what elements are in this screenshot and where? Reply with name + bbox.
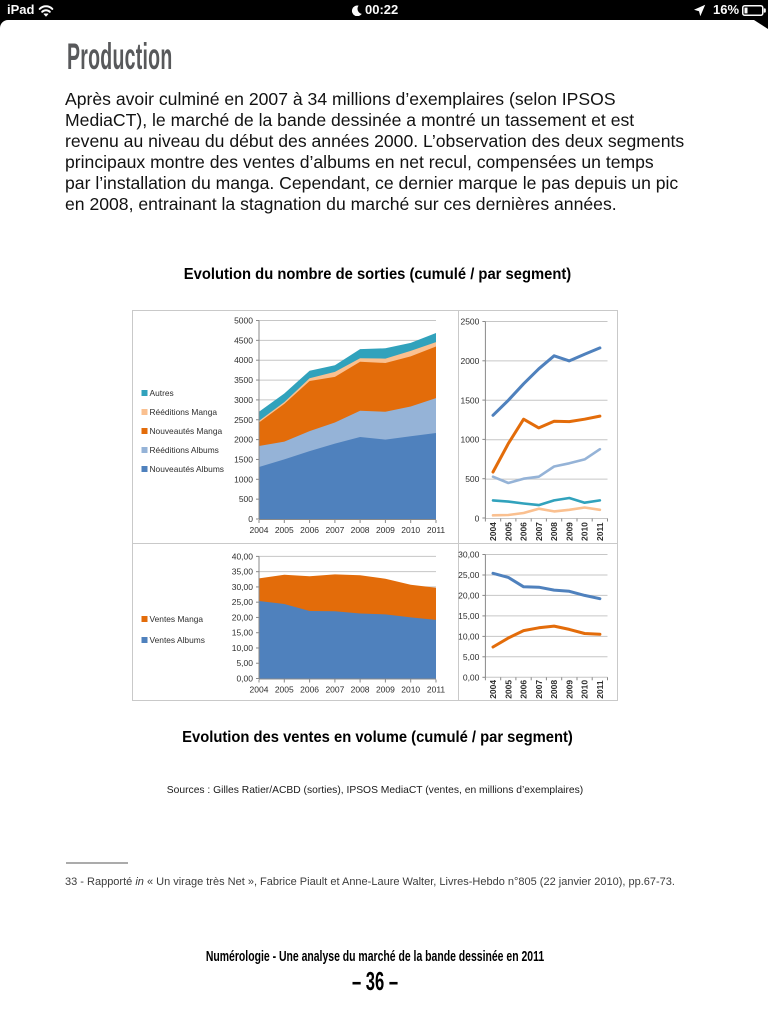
svg-text:2008: 2008 [549, 522, 559, 541]
svg-text:2011: 2011 [595, 680, 605, 699]
svg-text:20,00: 20,00 [458, 590, 480, 600]
svg-text:2005: 2005 [503, 522, 513, 541]
svg-text:4000: 4000 [234, 355, 253, 365]
svg-text:2007: 2007 [534, 680, 544, 699]
svg-text:2009: 2009 [376, 525, 395, 535]
svg-text:20,00: 20,00 [232, 612, 254, 622]
svg-text:Ventes Albums: Ventes Albums [150, 635, 205, 645]
svg-text:2007: 2007 [325, 685, 344, 695]
svg-text:3500: 3500 [234, 375, 253, 385]
svg-text:25,00: 25,00 [232, 597, 254, 607]
svg-text:500: 500 [239, 494, 253, 504]
svg-text:2005: 2005 [275, 685, 294, 695]
svg-text:5000: 5000 [234, 316, 253, 326]
svg-text:2010: 2010 [580, 680, 590, 699]
svg-text:2005: 2005 [275, 525, 294, 535]
svg-text:2009: 2009 [564, 522, 574, 541]
svg-text:1500: 1500 [234, 455, 253, 465]
svg-text:0,00: 0,00 [236, 674, 253, 684]
svg-text:2004: 2004 [488, 680, 498, 699]
svg-text:Rééditions Albums: Rééditions Albums [150, 445, 219, 455]
svg-text:15,00: 15,00 [458, 611, 480, 621]
svg-text:10,00: 10,00 [458, 631, 480, 641]
svg-text:30,00: 30,00 [458, 550, 480, 560]
svg-text:2008: 2008 [351, 525, 370, 535]
svg-text:2008: 2008 [351, 685, 370, 695]
svg-text:Rééditions Manga: Rééditions Manga [150, 407, 218, 417]
svg-text:35,00: 35,00 [232, 567, 254, 577]
svg-text:25,00: 25,00 [458, 570, 480, 580]
svg-text:500: 500 [465, 474, 479, 484]
svg-text:Nouveautés Albums: Nouveautés Albums [150, 464, 225, 474]
svg-text:2006: 2006 [300, 685, 319, 695]
svg-text:2006: 2006 [519, 522, 529, 541]
svg-text:Nouveautés Manga: Nouveautés Manga [150, 426, 223, 436]
svg-text:2004: 2004 [250, 685, 269, 695]
svg-text:Ventes Manga: Ventes Manga [150, 614, 204, 624]
svg-text:2010: 2010 [401, 685, 420, 695]
svg-text:2008: 2008 [549, 680, 559, 699]
svg-text:2009: 2009 [376, 685, 395, 695]
svg-text:0,00: 0,00 [463, 672, 480, 682]
svg-text:2004: 2004 [250, 525, 269, 535]
svg-text:2005: 2005 [503, 680, 513, 699]
svg-text:2011: 2011 [427, 685, 446, 695]
svg-text:2006: 2006 [519, 680, 529, 699]
svg-text:2010: 2010 [580, 522, 590, 541]
svg-text:2000: 2000 [460, 356, 479, 366]
svg-text:2011: 2011 [427, 525, 446, 535]
svg-text:1000: 1000 [234, 474, 253, 484]
svg-text:10,00: 10,00 [232, 643, 254, 653]
svg-text:3000: 3000 [234, 395, 253, 405]
svg-text:2009: 2009 [564, 680, 574, 699]
svg-text:40,00: 40,00 [232, 551, 254, 561]
svg-text:30,00: 30,00 [232, 582, 254, 592]
svg-text:1000: 1000 [460, 435, 479, 445]
svg-text:2500: 2500 [460, 317, 479, 327]
svg-text:2007: 2007 [534, 522, 544, 541]
svg-text:4500: 4500 [234, 335, 253, 345]
svg-text:2011: 2011 [595, 522, 605, 541]
svg-text:2007: 2007 [325, 525, 344, 535]
svg-text:2500: 2500 [234, 415, 253, 425]
svg-text:2006: 2006 [300, 525, 319, 535]
svg-text:0: 0 [475, 514, 480, 524]
svg-text:15,00: 15,00 [232, 628, 254, 638]
svg-text:0: 0 [248, 514, 253, 524]
svg-text:5,00: 5,00 [463, 652, 480, 662]
svg-text:2000: 2000 [234, 435, 253, 445]
svg-text:2004: 2004 [488, 522, 498, 541]
svg-text:5,00: 5,00 [236, 658, 253, 668]
svg-text:1500: 1500 [460, 395, 479, 405]
svg-text:2010: 2010 [401, 525, 420, 535]
svg-text:Autres: Autres [150, 388, 174, 398]
